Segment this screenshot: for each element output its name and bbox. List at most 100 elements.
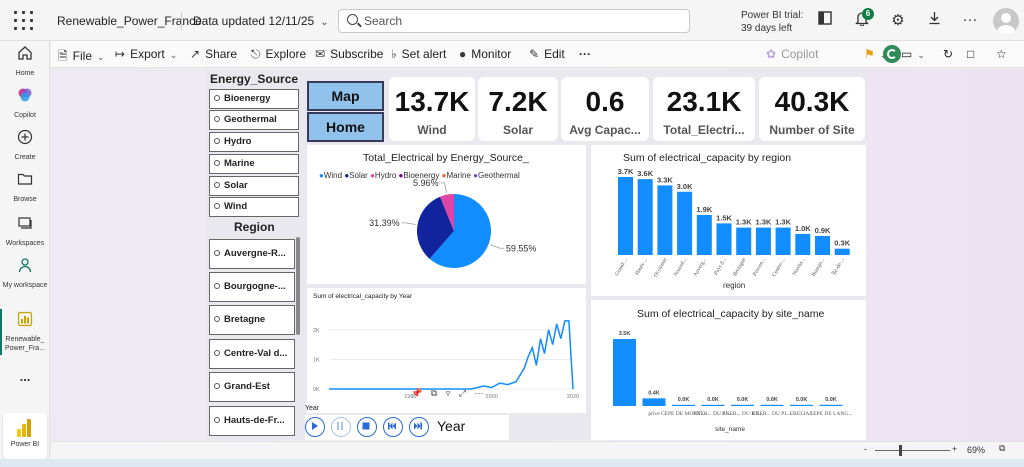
pin-icon[interactable]: 📌 [411, 388, 423, 398]
zoom-out-button[interactable]: - [864, 444, 867, 454]
legend-item[interactable]: ●Geothermal [473, 171, 520, 180]
energy-slicer-item[interactable]: Wind [209, 197, 299, 217]
site-bar-data-label: 0.0K [796, 397, 808, 403]
zoom-level[interactable]: 69% [967, 445, 986, 455]
site-bar-data-label: 3.5K [619, 331, 631, 337]
panel-toggle-icon[interactable] [815, 11, 835, 29]
folder-icon [0, 171, 50, 192]
powerbi-switcher[interactable]: Power BI [3, 413, 47, 459]
pie-leader-line [401, 222, 416, 225]
app-launcher-icon[interactable] [14, 11, 34, 31]
refresh-visuals-icon[interactable] [883, 45, 901, 63]
previous-button[interactable] [383, 417, 403, 437]
pie-data-label: 5.96% [413, 178, 439, 188]
region-bar-data-label: 1.5K [716, 213, 732, 222]
subscribe-button[interactable]: ✉ Subscribe [315, 47, 383, 61]
export-menu[interactable]: ↦ Export ⌄ [115, 47, 177, 61]
report-icon [0, 311, 50, 332]
kpi-value: 23.1K [666, 86, 742, 117]
region-slicer-item[interactable]: Grand-Est [209, 372, 295, 402]
filter-icon[interactable]: ▿ [445, 388, 451, 398]
nav-current-report[interactable]: Renewable_ Power_Fra... [0, 311, 50, 353]
view-button[interactable]: ▭ ⌄ [901, 47, 925, 61]
nav-workspaces[interactable]: Workspaces [0, 215, 50, 248]
nav-browse[interactable]: Browse [0, 171, 50, 204]
line-chart-visual[interactable]: Sum of electrical_capacity by Year 0K 1K 2… [307, 288, 586, 413]
region-slicer-item[interactable]: Bourgogne-... [209, 272, 295, 302]
next-button[interactable] [409, 417, 429, 437]
stop-button[interactable] [357, 417, 377, 437]
energy-slicer-item[interactable]: Geothermal [209, 110, 299, 130]
nav-copilot[interactable]: Copilot [0, 87, 50, 120]
region-bar [815, 236, 830, 255]
pie-chart-visual[interactable]: Total_Electrical by Energy_Source_ ●Wind… [307, 145, 586, 284]
legend-item[interactable]: ●Bioenergy [399, 171, 440, 180]
workspaces-icon [0, 215, 50, 236]
search-input[interactable] [364, 13, 684, 29]
energy-slicer-item[interactable]: Marine [209, 154, 299, 174]
more-options-icon[interactable]: ··· [962, 11, 978, 28]
region-slicer-item[interactable]: Bretagne [209, 305, 295, 335]
chevron-down-icon: ⌄ [169, 50, 178, 60]
toolbar-more-button[interactable]: ··· [579, 47, 591, 61]
explore-button[interactable]: ⎋ Explore [251, 47, 306, 62]
divider [181, 12, 182, 30]
monitor-button[interactable]: ● Monitor [459, 47, 511, 61]
comment-button[interactable]: □ [967, 47, 974, 61]
visual-header-toolbar: 📌 ⧉ ▿ ⤢ ··· [411, 388, 513, 402]
region-bar-chart-visual[interactable]: Sum of electrical_capacity by region 3.7… [591, 145, 866, 296]
more-options-icon[interactable]: ··· [474, 388, 484, 398]
radio-icon [214, 250, 220, 256]
reset-button[interactable]: ↻ [943, 47, 953, 61]
search-box[interactable] [338, 9, 690, 33]
edit-button[interactable]: ✎ Edit [529, 47, 565, 61]
region-slicer-item[interactable]: Auvergne-R... [209, 239, 295, 269]
site-bar-chart-visual[interactable]: Sum of electrical_capacity by site_name … [591, 300, 866, 440]
region-slicer-item[interactable]: Centre-Val d... [209, 339, 295, 369]
region-x-tick-label: Bretagne [732, 257, 747, 278]
pie-data-label: 59.55% [506, 243, 537, 253]
legend-item[interactable]: ●Hydro [370, 171, 396, 180]
play-button[interactable] [305, 417, 325, 437]
site-bar [790, 404, 813, 406]
energy-slicer-item[interactable]: Bioenergy [209, 89, 299, 109]
zoom-in-button[interactable]: + [952, 444, 958, 454]
energy-slicer-item[interactable]: Hydro [209, 132, 299, 152]
nav-my-workspace[interactable]: My workspace [0, 257, 50, 290]
region-x-tick-label: Norma... [792, 256, 807, 276]
zoom-slider-track[interactable] [875, 445, 950, 456]
energy-slicer-label: Wind [224, 201, 248, 212]
region-x-tick-label: Auverg... [693, 256, 709, 277]
energy-slicer-item[interactable]: Solar [209, 176, 299, 196]
zoom-slider-thumb[interactable] [899, 445, 902, 456]
share-label: Share [205, 47, 238, 61]
site-bar [731, 404, 754, 406]
copilot-button[interactable]: ✿ Copilot [766, 47, 818, 61]
report-name[interactable]: Renewable_Power_France [57, 14, 202, 28]
playback-controls: Year [305, 415, 509, 440]
bookmark-button[interactable]: ⚑ ⌄ [864, 47, 887, 61]
copy-icon[interactable]: ⧉ [430, 388, 438, 398]
download-icon[interactable] [924, 11, 944, 29]
set-alert-button[interactable]: ♭ Set alert [391, 47, 446, 61]
fit-to-page-icon[interactable]: ⧉ [999, 443, 1006, 453]
home-page-button[interactable]: Home [307, 112, 384, 142]
nav-home[interactable]: Home [0, 45, 50, 78]
pause-button[interactable] [331, 417, 351, 437]
favorite-button[interactable]: ☆ [996, 47, 1007, 61]
file-menu[interactable]: 🗎 File ⌄ [58, 47, 105, 68]
more-nav-button[interactable]: ... [19, 369, 31, 384]
energy-slicer-label: Geothermal [224, 114, 277, 125]
user-avatar[interactable] [993, 8, 1019, 34]
data-updated-dropdown[interactable]: Data updated 12/11/25 ⌄ [193, 14, 329, 28]
map-page-button[interactable]: Map [307, 81, 384, 111]
settings-gear-icon[interactable]: ⚙ [891, 12, 905, 29]
legend-item[interactable]: ●Solar [344, 171, 368, 180]
nav-create[interactable]: Create [0, 129, 50, 162]
share-button[interactable]: ↗ Share [190, 47, 237, 61]
region-slicer-item[interactable]: Hauts-de-Fr... [209, 406, 295, 436]
legend-item[interactable]: ●Marine [442, 171, 471, 180]
region-slicer-scrollbar[interactable] [296, 237, 300, 335]
focus-mode-icon[interactable]: ⤢ [458, 388, 466, 398]
legend-item[interactable]: ●Wind [319, 171, 342, 180]
